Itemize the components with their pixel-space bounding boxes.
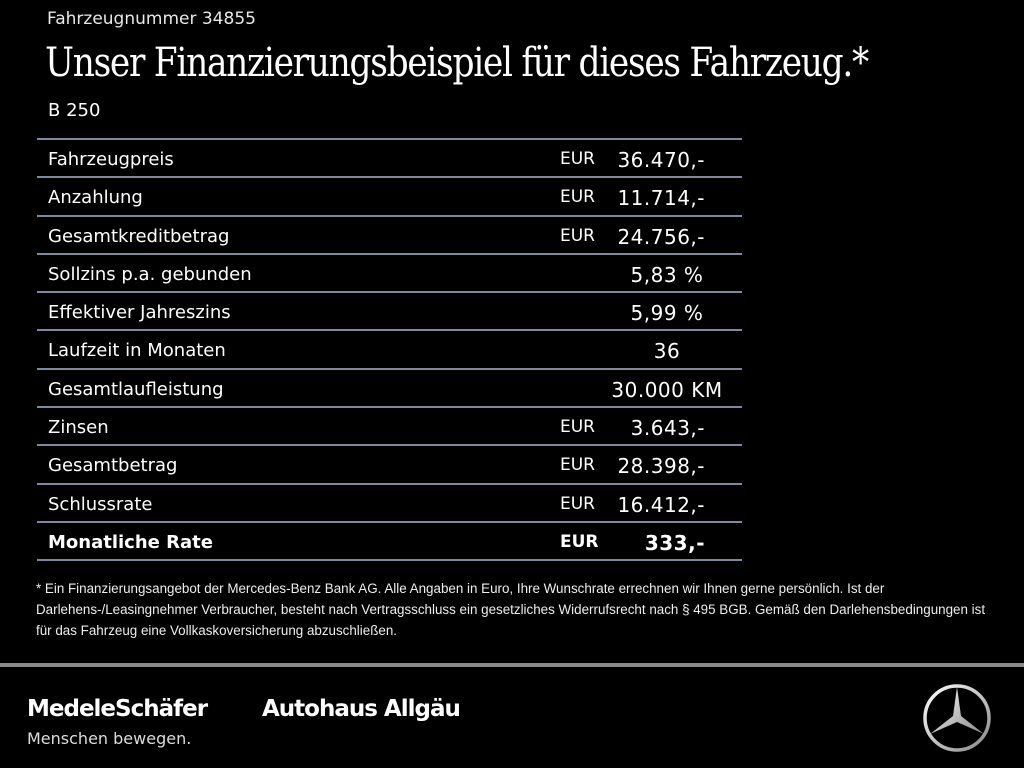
table-row: Fahrzeugpreis EUR 36.470,- [37,140,742,179]
table-row: Laufzeit in Monaten 36 [37,331,742,370]
row-value: 11.714,- [617,186,705,211]
row-value: 30.000 KM [611,377,723,402]
row-value: 28.398,- [617,454,705,479]
row-currency: EUR [560,531,599,552]
row-label: Gesamtbetrag [48,455,178,477]
row-value: 333,- [644,530,705,555]
row-label: Effektiver Jahreszins [48,302,231,324]
table-row: Schlussrate EUR 16.412,- [37,485,742,523]
row-label: Zinsen [48,417,109,439]
row-currency: EUR [560,225,595,246]
table-row: Zinsen EUR 3.643,- [37,408,742,447]
row-value: 5,99 % [630,301,704,326]
row-label: Gesamtlaufleistung [48,378,224,400]
brand-logo-medeleschaefer: MedeleSchäfer [27,696,208,722]
slogan: Menschen bewegen. [27,729,192,748]
finance-table: Fahrzeugpreis EUR 36.470,- Anzahlung EUR 11.7… [37,138,742,562]
row-label: Fahrzeugpreis [48,149,174,170]
table-row: Gesamtbetrag EUR 28.398,- [37,446,742,485]
row-label: Sollzins p.a. gebunden [48,263,252,285]
row-label: Monatliche Rate [48,531,213,553]
row-value: 36.470,- [617,148,705,172]
row-value: 3.643,- [630,416,705,441]
page-title: Unser Finanzierungsbeispiel für dieses F… [45,40,869,86]
row-label: Anzahlung [48,187,143,209]
brand-logo-autohaus-allgaeu: Autohaus Allgäu [262,696,461,722]
table-row: Effektiver Jahreszins 5,99 % [37,293,742,332]
row-value: 5,83 % [630,262,704,287]
table-row: Sollzins p.a. gebunden 5,83 % [37,255,742,294]
row-value: 36 [653,339,681,364]
footnote: * Ein Finanzierungsangebot der Mercedes-… [36,581,986,638]
divider [0,663,1024,667]
row-value: 24.756,- [617,224,705,249]
row-currency: EUR [560,149,595,169]
row-label: Laufzeit in Monaten [48,340,226,362]
table-row: Anzahlung EUR 11.714,- [37,178,742,217]
vehicle-number: Fahrzeugnummer 34855 [47,9,256,29]
row-currency: EUR [560,417,595,438]
table-row: Gesamtkreditbetrag EUR 24.756,- [37,217,742,255]
row-currency: EUR [560,493,595,514]
table-row: Monatliche Rate EUR 333,- [37,523,742,562]
row-value: 16.412,- [617,492,705,517]
row-currency: EUR [560,455,595,476]
row-label: Schlussrate [48,493,153,515]
model-name: B 250 [48,100,101,121]
table-row: Gesamtlaufleistung 30.000 KM [37,370,742,409]
row-currency: EUR [560,187,595,208]
row-label: Gesamtkreditbetrag [48,225,230,247]
mercedes-star-icon [921,682,993,758]
